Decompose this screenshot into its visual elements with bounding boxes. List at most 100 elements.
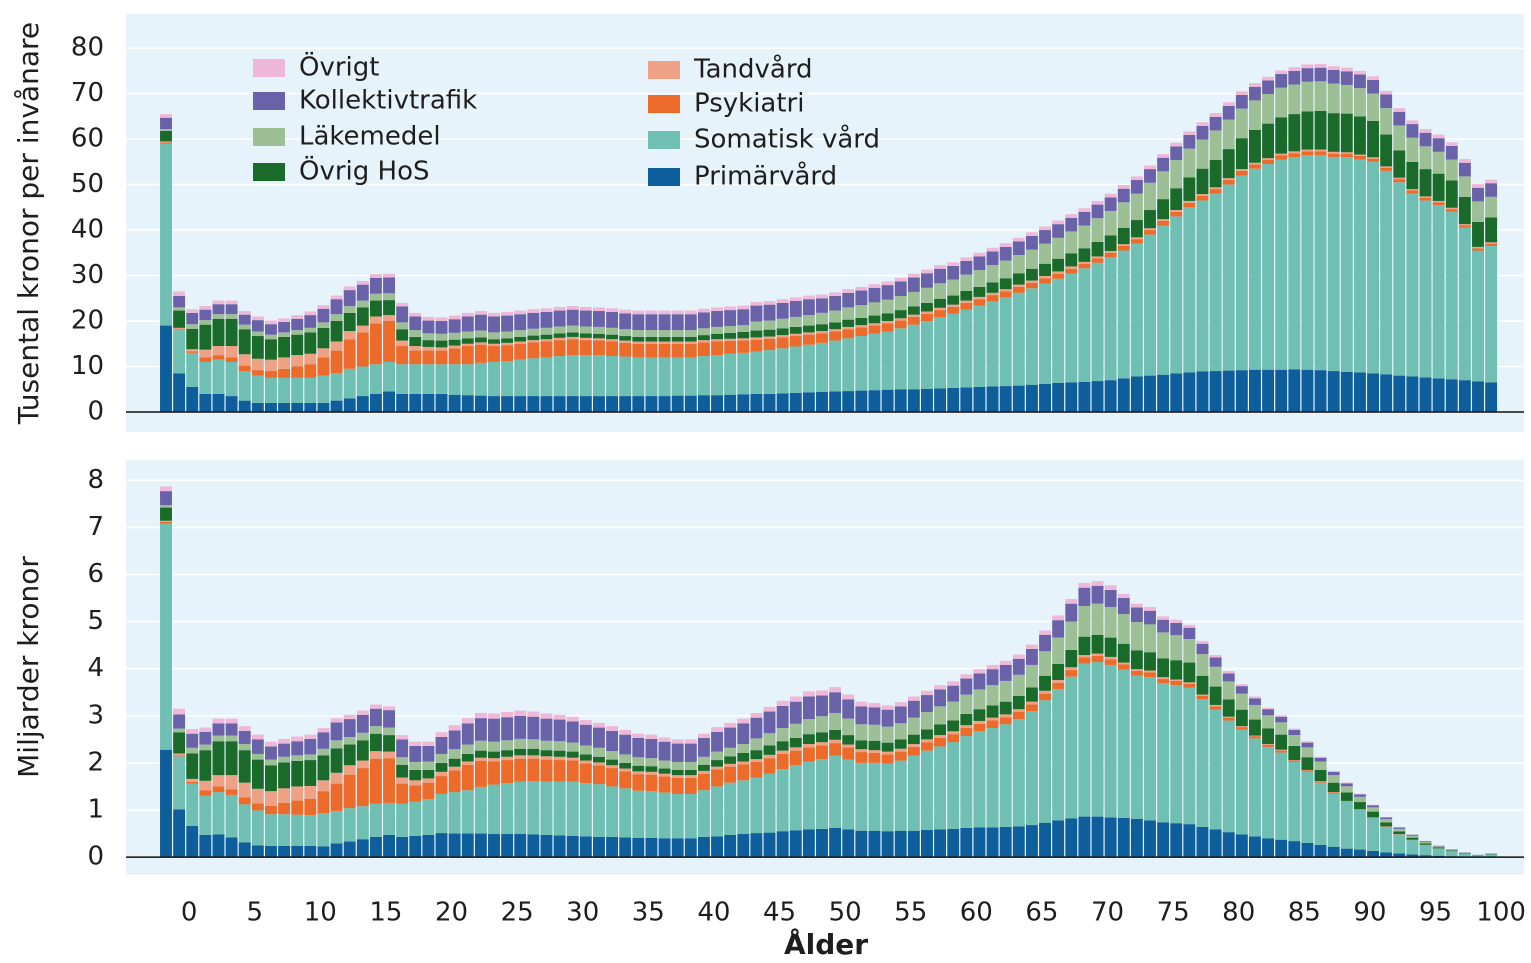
bar-segment [619, 356, 632, 397]
bar-segment [291, 761, 304, 787]
bar-segment [1301, 64, 1314, 69]
bar-segment [829, 310, 842, 323]
bar-segment [474, 337, 487, 343]
bar-segment [868, 284, 881, 288]
bar-segment [750, 330, 763, 338]
legend-label: Primärvård [694, 161, 837, 192]
bar-segment [829, 692, 842, 713]
bar-segment [1196, 122, 1209, 126]
bar-segment [868, 750, 881, 753]
bar-segment [1091, 258, 1104, 263]
bar-segment [1301, 68, 1314, 82]
bar-segment [251, 370, 264, 376]
bar-segment [1117, 244, 1130, 246]
bar-segment [488, 761, 500, 785]
bar-segment [553, 396, 566, 412]
bar-segment [868, 724, 881, 741]
bar-segment [435, 833, 448, 858]
bar-segment [1445, 142, 1458, 146]
bar-segment [711, 751, 723, 761]
bar-segment [1262, 123, 1275, 159]
bar-segment [619, 734, 632, 755]
bar-segment [1209, 706, 1222, 710]
bar-segment [724, 310, 737, 327]
bar-segment [160, 521, 172, 524]
bar-segment [1419, 855, 1432, 858]
bar-segment [527, 328, 540, 336]
bar-segment [461, 346, 474, 365]
bar-segment [816, 333, 828, 343]
bar-segment [776, 318, 789, 329]
bar-segment [1380, 90, 1393, 95]
bar-segment [1183, 134, 1196, 149]
bar-segment [501, 331, 514, 339]
bar-segment [1419, 845, 1432, 856]
bar-segment [304, 353, 317, 365]
bar-segment [776, 302, 789, 319]
bar-segment [842, 735, 855, 745]
x-tick-label: 65 [1025, 898, 1058, 928]
bar-segment [1052, 679, 1065, 683]
bar-segment [750, 301, 763, 306]
bar-segment [1025, 664, 1038, 688]
bar-segment [1157, 619, 1170, 633]
bar-segment [1183, 177, 1196, 201]
bar-segment [160, 130, 172, 142]
bar-segment [1196, 640, 1209, 644]
bar-segment [907, 746, 920, 756]
bar-segment [619, 788, 632, 838]
bar-segment [461, 723, 474, 745]
bar-segment [1314, 781, 1327, 783]
bar-segment [225, 735, 238, 742]
bar-segment [1353, 809, 1366, 850]
bar-segment [606, 334, 619, 340]
bar-segment [684, 739, 697, 744]
bar-segment [1367, 79, 1379, 94]
bar-segment [579, 754, 592, 761]
bar-segment [1170, 188, 1183, 211]
bar-segment [1039, 243, 1051, 264]
bar-segment [737, 718, 750, 724]
bar-segment [409, 393, 422, 412]
bar-segment [842, 747, 855, 760]
bar-segment [1144, 670, 1156, 673]
bar-segment [1144, 228, 1156, 231]
bar-segment [1458, 380, 1471, 412]
bar-segment [1472, 201, 1484, 222]
bar-segment [383, 321, 395, 362]
bar-segment [265, 324, 277, 335]
bar-segment [1314, 782, 1327, 845]
bar-segment [251, 331, 264, 337]
bar-segment [540, 834, 553, 858]
bar-segment [251, 358, 264, 371]
bar-segment [579, 836, 592, 858]
bar-segment [724, 763, 737, 767]
bar-segment [1130, 669, 1143, 672]
bar-segment [317, 375, 330, 403]
bar-segment [632, 336, 645, 342]
bar-segment [816, 828, 828, 858]
bar-segment [593, 836, 605, 858]
bar-segment [317, 791, 330, 814]
legend-swatch [253, 59, 285, 77]
bar-segment [947, 685, 960, 702]
y-tick-label: 10 [71, 351, 104, 381]
bar-segment [514, 341, 527, 344]
bar-segment [199, 744, 212, 751]
bar-segment [1393, 831, 1406, 835]
bar-segment [553, 714, 566, 720]
bar-segment [1406, 854, 1419, 858]
bar-segment [1432, 846, 1445, 848]
bar-segment [619, 329, 632, 337]
bar-segment [291, 334, 304, 356]
bar-segment [1275, 715, 1288, 717]
bar-segment [816, 324, 828, 332]
bar-segment [855, 724, 868, 741]
bar-segment [658, 330, 671, 337]
bar-segment [1445, 209, 1458, 212]
bar-segment [1157, 683, 1170, 823]
bar-segment [1222, 102, 1235, 106]
bar-segment [881, 323, 894, 332]
bar-segment [894, 389, 907, 412]
bar-segment [973, 296, 986, 300]
